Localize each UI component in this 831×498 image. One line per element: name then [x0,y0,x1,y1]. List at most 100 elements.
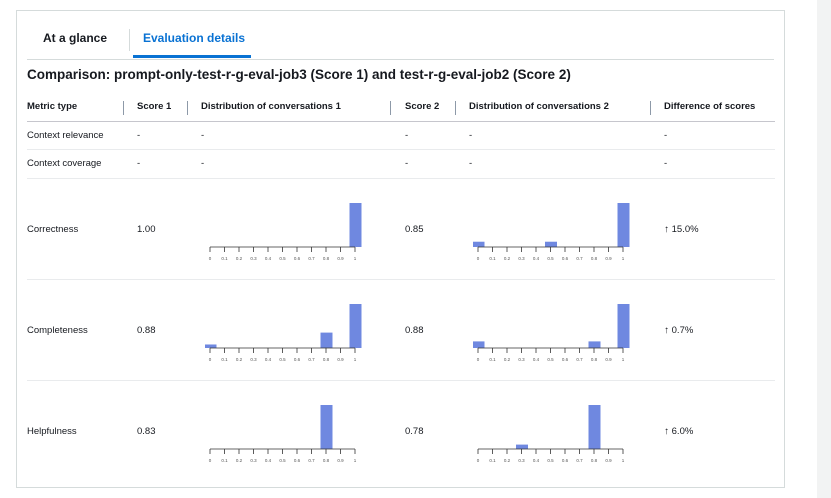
tab-bar: At a glance Evaluation details [27,19,774,60]
metric-name: Completeness [27,325,88,336]
histogram-2: 0 0.1 0.2 0.3 0.4 0.5 0.6 0.7 0.8 0.9 1 [473,399,633,469]
histogram-tick-label: 0.5 [279,256,286,261]
histogram-tick-label: 0.9 [605,357,612,362]
table-row: Helpfulness 0.83 0 0.1 0.2 0.3 0.4 0.5 0.6 0.7 0… [27,381,775,481]
histogram-tick-label: 0.8 [323,357,330,362]
tab-at-a-glance[interactable]: At a glance [43,31,108,45]
metric-name: Context coverage [27,158,102,169]
histogram-tick-label: 0.9 [337,256,344,261]
histogram-bar [588,341,601,348]
histogram-tick-label: 0 [477,256,480,261]
header-separator [123,101,124,115]
table-row: Context relevance - - - - - [27,122,775,150]
histogram-svg: 0 0.1 0.2 0.3 0.4 0.5 0.6 0.7 0.8 0.9 1 [205,304,362,362]
table-row: Completeness 0.88 0 0.1 0.2 0.3 0.4 0.5 0.6 0.7… [27,280,775,381]
histogram-tick-label: 0.2 [504,256,511,261]
histogram-1: 0 0.1 0.2 0.3 0.4 0.5 0.6 0.7 0.8 0.9 1 [205,298,365,368]
score-2-value: - [405,130,409,141]
header-metric-type: Metric type [27,101,78,112]
metric-name: Context relevance [27,130,104,141]
header-separator [455,101,456,115]
histogram-tick-label: 0.6 [294,458,301,463]
histogram-tick-label: 0.5 [279,357,286,362]
histogram-tick-label: 0.7 [308,357,315,362]
score-2-value: 0.88 [405,325,424,336]
histogram-tick-label: 1 [622,458,625,463]
histogram-bar [473,241,485,247]
histogram-tick-label: 0.2 [236,357,243,362]
score-2-value: 0.85 [405,224,424,235]
histogram-bar [320,332,333,348]
histogram-2: 0 0.1 0.2 0.3 0.4 0.5 0.6 0.7 0.8 0.9 1 [473,298,633,368]
histogram-bar [349,203,362,247]
difference-text: 6.0% [671,426,694,437]
tab-evaluation-details[interactable]: Evaluation details [143,31,246,45]
histogram-tick-label: 0.4 [265,256,272,261]
distribution-2-value: - [469,130,473,141]
arrow-up-icon: ↑ [664,224,669,235]
histogram-tick-label: 0.5 [547,357,554,362]
histogram-bar [349,304,362,348]
histogram-tick-label: 1 [354,458,357,463]
score-1-value: 0.88 [137,325,156,336]
difference-value: ↑ 6.0% [664,426,693,437]
histogram-tick-label: 1 [622,357,625,362]
difference-text: 15.0% [671,224,699,235]
histogram-tick-label: 0.3 [250,256,257,261]
histogram-svg: 0 0.1 0.2 0.3 0.4 0.5 0.6 0.7 0.8 0.9 1 [209,203,362,261]
page-right-gutter [817,0,831,498]
histogram-tick-label: 0.1 [221,357,228,362]
header-score-1: Score 1 [137,101,172,112]
distribution-2-value: - [469,158,473,169]
histogram-tick-label: 0.7 [576,357,583,362]
histogram-tick-label: 0.4 [265,458,272,463]
histogram-tick-label: 0.6 [562,256,569,261]
difference-value: - [664,130,668,141]
histogram-tick-label: 0.6 [562,357,569,362]
histogram-tick-label: 0.4 [533,458,540,463]
metric-name: Helpfulness [27,426,77,437]
histogram-tick-label: 0.5 [547,256,554,261]
histogram-svg: 0 0.1 0.2 0.3 0.4 0.5 0.6 0.7 0.8 0.9 1 [473,304,630,362]
histogram-bar [516,444,528,449]
histogram-bar [588,405,601,449]
histogram-2: 0 0.1 0.2 0.3 0.4 0.5 0.6 0.7 0.8 0.9 1 [473,197,633,267]
comparison-title: Comparison: prompt-only-test-r-g-eval-jo… [27,67,571,82]
histogram-tick-label: 0.3 [518,357,525,362]
header-distribution-1: Distribution of conversations 1 [201,101,341,112]
arrow-up-icon: ↑ [664,325,669,336]
histogram-bar [617,304,630,348]
difference-value: ↑ 15.0% [664,224,699,235]
score-1-value: - [137,158,141,169]
histogram-tick-label: 0.1 [489,357,496,362]
histogram-tick-label: 0.6 [562,458,569,463]
histogram-tick-label: 0.8 [591,256,598,261]
table-row: Context coverage - - - - - [27,150,775,179]
histogram-tick-label: 0.7 [308,458,315,463]
histogram-bar [320,405,333,449]
histogram-tick-label: 0.3 [250,357,257,362]
histogram-tick-label: 0 [477,458,480,463]
histogram-bar [545,241,557,247]
histogram-tick-label: 0.4 [265,357,272,362]
histogram-tick-label: 0.8 [323,256,330,261]
header-distribution-2: Distribution of conversations 2 [469,101,609,112]
histogram-tick-label: 0.1 [489,256,496,261]
score-2-value: - [405,158,409,169]
histogram-tick-label: 0.3 [518,458,525,463]
evaluation-panel: At a glance Evaluation details Compariso… [16,10,785,488]
histogram-tick-label: 1 [354,256,357,261]
histogram-tick-label: 0.4 [533,256,540,261]
histogram-tick-label: 0.6 [294,256,301,261]
histogram-tick-label: 0.9 [605,458,612,463]
histogram-svg: 0 0.1 0.2 0.3 0.4 0.5 0.6 0.7 0.8 0.9 1 [209,405,357,463]
score-1-value: - [137,130,141,141]
header-score-2: Score 2 [405,101,440,112]
histogram-tick-label: 0.1 [489,458,496,463]
histogram-tick-label: 0.9 [337,357,344,362]
histogram-tick-label: 0.7 [308,256,315,261]
score-1-value: 0.83 [137,426,156,437]
histogram-tick-label: 0.8 [323,458,330,463]
histogram-tick-label: 0 [209,256,212,261]
histogram-tick-label: 0.4 [533,357,540,362]
